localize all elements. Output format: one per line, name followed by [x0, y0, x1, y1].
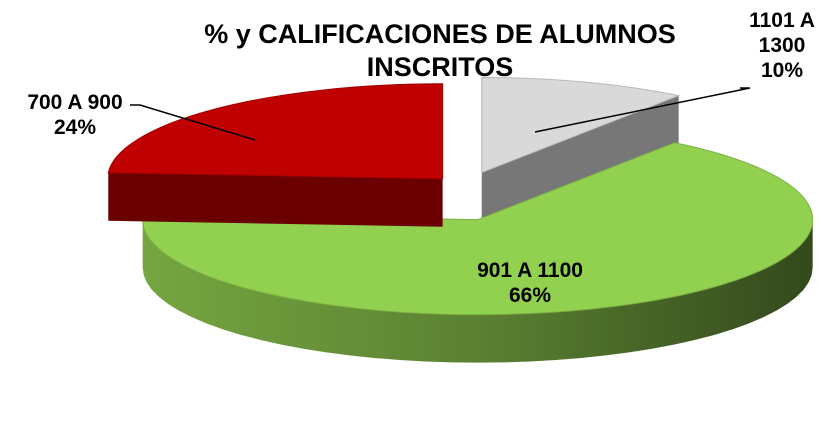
data-label: 1101 A 1300 10%	[742, 8, 822, 83]
slice	[107, 83, 444, 180]
chart-title: % y CALIFICACIONES DE ALUMNOS INSCRITOS	[204, 19, 676, 82]
value-label: 24%	[53, 116, 97, 139]
data-label: 901 A 1100 66%	[440, 258, 620, 308]
slice	[481, 76, 681, 174]
leader-line	[130, 104, 256, 141]
category-label: 700 A 900	[27, 91, 123, 114]
slice-edge	[481, 95, 679, 221]
value-label: 66%	[508, 284, 552, 307]
leader-line	[534, 87, 751, 133]
slice-edge	[108, 172, 443, 227]
value-label: 10%	[760, 59, 804, 82]
category-label: 1101 A 1300	[749, 9, 815, 57]
category-label: 901 A 1100	[477, 259, 583, 282]
data-label: 700 A 900 24%	[0, 90, 150, 140]
slice-side	[142, 219, 813, 363]
slice	[142, 142, 814, 316]
